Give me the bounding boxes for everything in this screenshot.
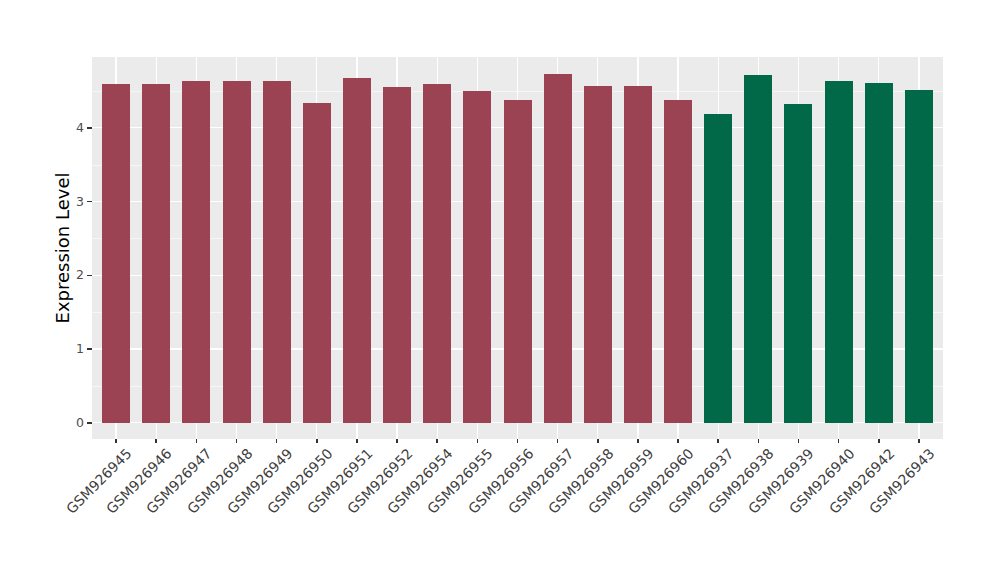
x-tick-mark: [316, 439, 318, 443]
x-tick-mark: [276, 439, 278, 443]
bar-GSM926958: [584, 86, 612, 422]
bar-GSM926948: [223, 81, 251, 422]
bar-GSM926949: [263, 81, 291, 422]
x-tick-mark: [637, 439, 639, 443]
x-tick-mark: [356, 439, 358, 443]
x-tick-mark: [196, 439, 198, 443]
y-tick-mark: [87, 422, 92, 424]
bar-GSM926954: [423, 84, 451, 423]
bar-GSM926959: [624, 86, 652, 422]
y-tick-label-0: 0: [0, 417, 84, 430]
bar-GSM926955: [463, 91, 491, 423]
x-tick-mark: [517, 439, 519, 443]
x-tick-mark: [557, 439, 559, 443]
x-tick-mark: [798, 439, 800, 443]
x-tick-mark: [155, 439, 157, 443]
y-tick-label-2: 2: [0, 269, 84, 282]
y-tick-label-3: 3: [0, 196, 84, 209]
bar-GSM926956: [504, 100, 532, 423]
bar-GSM926950: [303, 103, 331, 422]
x-tick-mark: [758, 439, 760, 443]
expression-bar-chart: Expression Level 01234GSM926945GSM926946…: [0, 0, 1000, 580]
bar-GSM926946: [142, 84, 170, 423]
bar-GSM926939: [784, 104, 812, 423]
bar-GSM926952: [383, 87, 411, 423]
x-tick-mark: [918, 439, 920, 443]
bar-GSM926957: [544, 74, 572, 423]
bar-GSM926937: [704, 114, 732, 423]
y-tick-label-4: 4: [0, 122, 84, 135]
x-tick-mark: [838, 439, 840, 443]
x-tick-mark: [597, 439, 599, 443]
x-tick-mark: [115, 439, 117, 443]
x-tick-mark: [396, 439, 398, 443]
x-tick-mark: [436, 439, 438, 443]
x-tick-mark: [477, 439, 479, 443]
bar-GSM926960: [664, 100, 692, 423]
bar-GSM926938: [744, 75, 772, 423]
y-tick-label-1: 1: [0, 343, 84, 356]
bar-GSM926951: [343, 78, 371, 422]
x-tick-mark: [717, 439, 719, 443]
y-tick-mark: [87, 201, 92, 203]
bar-GSM926945: [102, 84, 130, 422]
x-tick-mark: [878, 439, 880, 443]
plot-panel: [92, 57, 943, 439]
y-tick-mark: [87, 275, 92, 277]
bar-GSM926940: [825, 81, 853, 423]
bar-GSM926942: [865, 83, 893, 423]
bar-GSM926943: [905, 90, 933, 423]
x-tick-mark: [677, 439, 679, 443]
bar-GSM926947: [182, 81, 210, 423]
x-tick-mark: [236, 439, 238, 443]
y-tick-mark: [87, 348, 92, 350]
y-tick-mark: [87, 127, 92, 129]
